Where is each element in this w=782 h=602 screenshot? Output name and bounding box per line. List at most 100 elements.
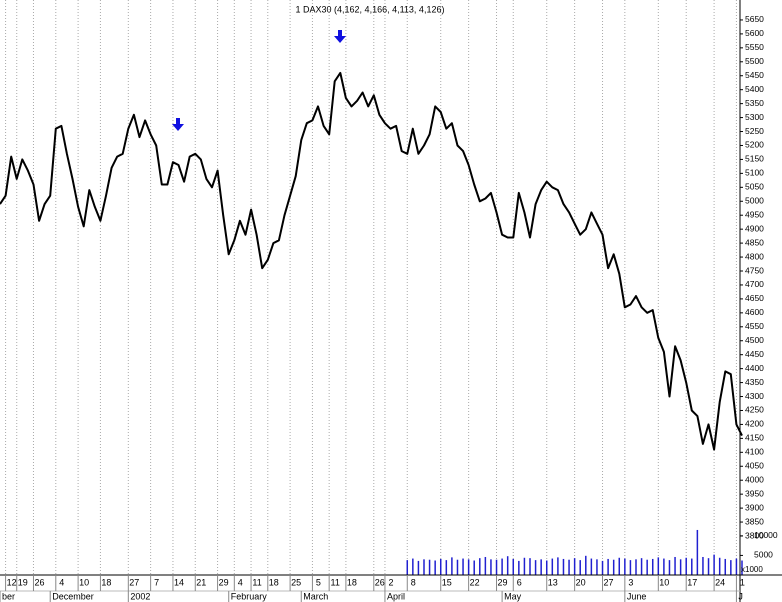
- volume-tick-label: 5000: [754, 550, 773, 560]
- x-tick-label: 19: [18, 577, 28, 587]
- y-tick-label: 4800: [745, 251, 764, 261]
- x-tick-label: 4: [238, 577, 243, 587]
- volume-bar: [651, 558, 654, 575]
- volume-tick-label: 10000: [754, 530, 778, 540]
- signal-arrow: [334, 30, 346, 43]
- volume-bar: [702, 556, 704, 575]
- volume-bar: [512, 558, 515, 575]
- volume-bar: [495, 559, 498, 575]
- volume-bar: [624, 558, 626, 575]
- y-tick-label: 4950: [745, 209, 764, 219]
- volume-bar: [713, 554, 715, 575]
- volume-bar: [635, 559, 637, 575]
- volume-bar: [484, 556, 487, 575]
- volume-bar: [506, 556, 509, 575]
- x-tick-label: 18: [347, 577, 357, 587]
- x-tick-label: 7: [154, 577, 159, 587]
- volume-bar: [685, 557, 687, 575]
- y-tick-label: 4850: [745, 237, 764, 247]
- plot: [0, 71, 743, 575]
- y-tick-label: 5150: [745, 154, 764, 164]
- y-tick-label: 3950: [745, 488, 764, 498]
- y-tick-label: 5300: [745, 112, 764, 122]
- x-tick-label: 15: [442, 577, 452, 587]
- y-tick-label: 4900: [745, 223, 764, 233]
- month-label: ber: [2, 591, 15, 601]
- volume-bar: [718, 557, 721, 575]
- volume-bar: [523, 557, 526, 575]
- volume-bar: [534, 560, 537, 575]
- volume-bar: [668, 560, 671, 575]
- x-tick-label: 4: [59, 577, 64, 587]
- volume-bar: [579, 560, 581, 575]
- volume-bar: [428, 559, 431, 575]
- y-tick-label: 4300: [745, 391, 764, 401]
- y-tick-label: 5100: [745, 168, 764, 178]
- y-tick-label: 3850: [745, 516, 764, 526]
- y-tick-label: 4250: [745, 405, 764, 415]
- volume-bar: [406, 560, 409, 575]
- y-tick-label: 5500: [745, 56, 764, 66]
- y-tick-label: 5600: [745, 28, 764, 38]
- month-label: May: [504, 591, 522, 601]
- y-tick-label: 5450: [745, 70, 764, 80]
- volume-bar: [529, 558, 531, 575]
- volume-bar: [573, 558, 576, 575]
- volume-bar: [417, 560, 420, 575]
- x-tick-label: 18: [269, 577, 279, 587]
- x-tick-label: 18: [101, 577, 111, 587]
- volume-bar: [557, 557, 559, 575]
- volume-bar: [590, 558, 593, 575]
- x-tick-label: 24: [715, 577, 725, 587]
- volume-unit-label: x1000: [741, 565, 763, 574]
- x-tick-label: 8: [411, 577, 416, 587]
- x-tick-label: 27: [604, 577, 614, 587]
- volume-bar: [674, 556, 676, 575]
- volume-bar: [540, 559, 542, 575]
- volume-bar: [439, 558, 442, 575]
- volume-bar: [490, 559, 492, 575]
- volume-bar: [562, 558, 565, 575]
- x-tick-label: 26: [34, 577, 44, 587]
- y-tick-label: 4200: [745, 419, 764, 429]
- volume-bar: [607, 558, 609, 575]
- y-tick-label: 5200: [745, 140, 764, 150]
- x-tick-label: 10: [79, 577, 89, 587]
- volume-bar: [724, 558, 727, 575]
- volume-bar: [612, 559, 615, 575]
- y-tick-label: 4050: [745, 461, 764, 471]
- x-tick-label: 11: [252, 577, 261, 587]
- volume-bar: [707, 558, 710, 575]
- y-tick-label: 4550: [745, 321, 764, 331]
- x-tick-label: 29: [498, 577, 508, 587]
- volume-bar: [601, 560, 604, 575]
- volume-bar: [596, 559, 598, 575]
- volume-bar: [679, 559, 682, 575]
- y-tick-label: 5550: [745, 42, 764, 52]
- month-label: March: [303, 591, 328, 601]
- signal-arrow: [172, 118, 184, 131]
- y-tick-label: 5250: [745, 126, 764, 136]
- month-label: June: [627, 591, 647, 601]
- month-label: 2002: [130, 591, 150, 601]
- y-tick-label: 5400: [745, 84, 764, 94]
- volume-bar: [412, 558, 414, 575]
- y-tick-label: 4350: [745, 377, 764, 387]
- volume-bar: [479, 558, 481, 575]
- month-label: December: [52, 591, 94, 601]
- volume-bar: [735, 558, 738, 575]
- y-tick-label: 4500: [745, 335, 764, 345]
- x-tick-label: 12: [7, 577, 17, 587]
- volume-bar: [456, 559, 459, 575]
- y-tick-label: 3900: [745, 502, 764, 512]
- volume-bar: [445, 560, 448, 575]
- x-tick-label: 11: [330, 577, 339, 587]
- y-tick-label: 5650: [745, 14, 764, 24]
- volume-bar: [434, 560, 436, 575]
- volume-bar: [585, 555, 587, 575]
- x-tick-label: 3: [628, 577, 633, 587]
- volume-bar: [696, 529, 699, 575]
- y-tick-label: 4000: [745, 474, 764, 484]
- volume-bar: [545, 560, 548, 575]
